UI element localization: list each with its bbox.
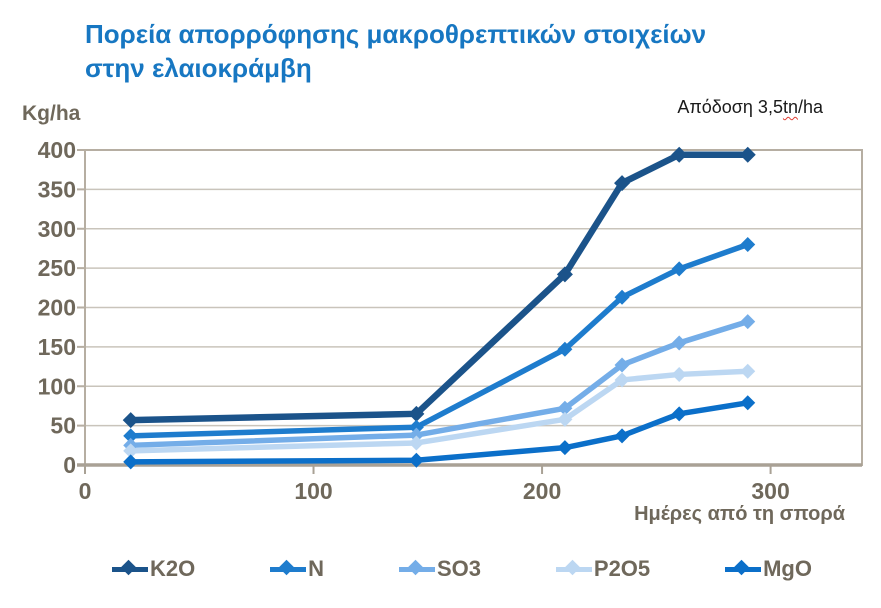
so3-series-marker-icon [398,559,435,578]
series-point-MgO [614,428,630,444]
series-line-N [127,241,751,439]
chart-title: Πορεία απορρόφησης μακροθρεπτικών στοιχε… [85,19,707,83]
x-tick-label: 200 [523,478,561,504]
legend-item-k2o: K2O [112,556,195,582]
y-tick-label: 0 [63,452,76,478]
y-tick-label: 50 [50,413,76,439]
series-point-MgO [671,406,687,422]
legend-label: P2O5 [593,556,651,581]
series-point-MgO [123,454,139,470]
series-point-SO3 [408,427,424,443]
x-tick-label: 300 [751,478,789,504]
series-point-K2O [614,175,631,192]
y-tick-label: 400 [38,137,76,163]
series-point-N [557,341,573,357]
x-tick-label: 100 [294,478,332,504]
n-series-marker-icon [270,559,307,578]
series-point-SO3 [740,314,756,330]
series-line-P2O5 [127,368,751,454]
series-point-MgO [408,452,424,468]
series-point-SO3 [614,357,630,373]
legend: K2O N SO3 P2O5 MgO [112,550,812,588]
series-point-P2O5 [671,366,687,382]
series-point-K2O [556,266,573,283]
legend-label: SO3 [436,556,481,581]
y-tick-label: 350 [38,176,76,202]
yield-annotation: Απόδοση 3,5tn/ha [677,97,823,118]
series-line-MgO [127,400,751,465]
legend-label: MgO [763,556,812,581]
legend-item-mgo: MgO [725,556,812,582]
legend-item-p2o5: P2O5 [555,556,651,582]
series-point-P2O5 [557,411,573,427]
x-tick-label: 0 [79,478,92,504]
series-point-N [614,289,630,305]
series-point-P2O5 [614,372,630,388]
y-tick-label: 250 [38,255,76,281]
series-line-SO3 [127,318,751,449]
series-point-P2O5 [740,363,756,379]
yield-annotation-prefix: Απόδοση 3,5 [677,97,783,117]
series-point-K2O [671,146,688,163]
series-point-P2O5 [408,435,424,451]
legend-label: K2O [150,556,196,581]
k2o-series-marker-icon [112,559,148,578]
y-tick-label: 300 [38,216,76,242]
x-axis-title: Ημέρες από τη σπορά [634,503,845,525]
series-point-K2O [408,405,425,422]
series-point-K2O [739,146,756,163]
y-tick-label: 200 [38,295,76,321]
series-point-MgO [557,440,573,456]
series-point-N [671,261,687,277]
series-point-MgO [740,395,756,411]
y-tick-label: 100 [38,373,76,399]
mgo-series-marker-icon [725,559,762,578]
line-chart-canvas: 0 50 100 150 200 250 300 350 400 0 100 200 300 [38,137,863,504]
series-point-SO3 [557,400,573,416]
series-point-N [123,428,139,444]
series-point-N [740,237,756,252]
y-axis-unit-label: Kg/ha [22,102,81,125]
series-point-P2O5 [123,443,139,459]
legend-item-so3: SO3 [398,556,481,582]
series-line-K2O [127,151,751,424]
y-tick-label: 150 [38,334,76,360]
legend-item-n: N [270,556,324,582]
series-point-SO3 [671,335,687,351]
series-point-N [408,419,424,435]
p2o5-series-marker-icon [555,559,592,578]
series-point-K2O [122,412,139,429]
yield-annotation-spellcheck-word: tn [782,97,798,117]
yield-annotation-suffix: /ha [797,97,823,117]
legend-label: N [308,556,325,581]
